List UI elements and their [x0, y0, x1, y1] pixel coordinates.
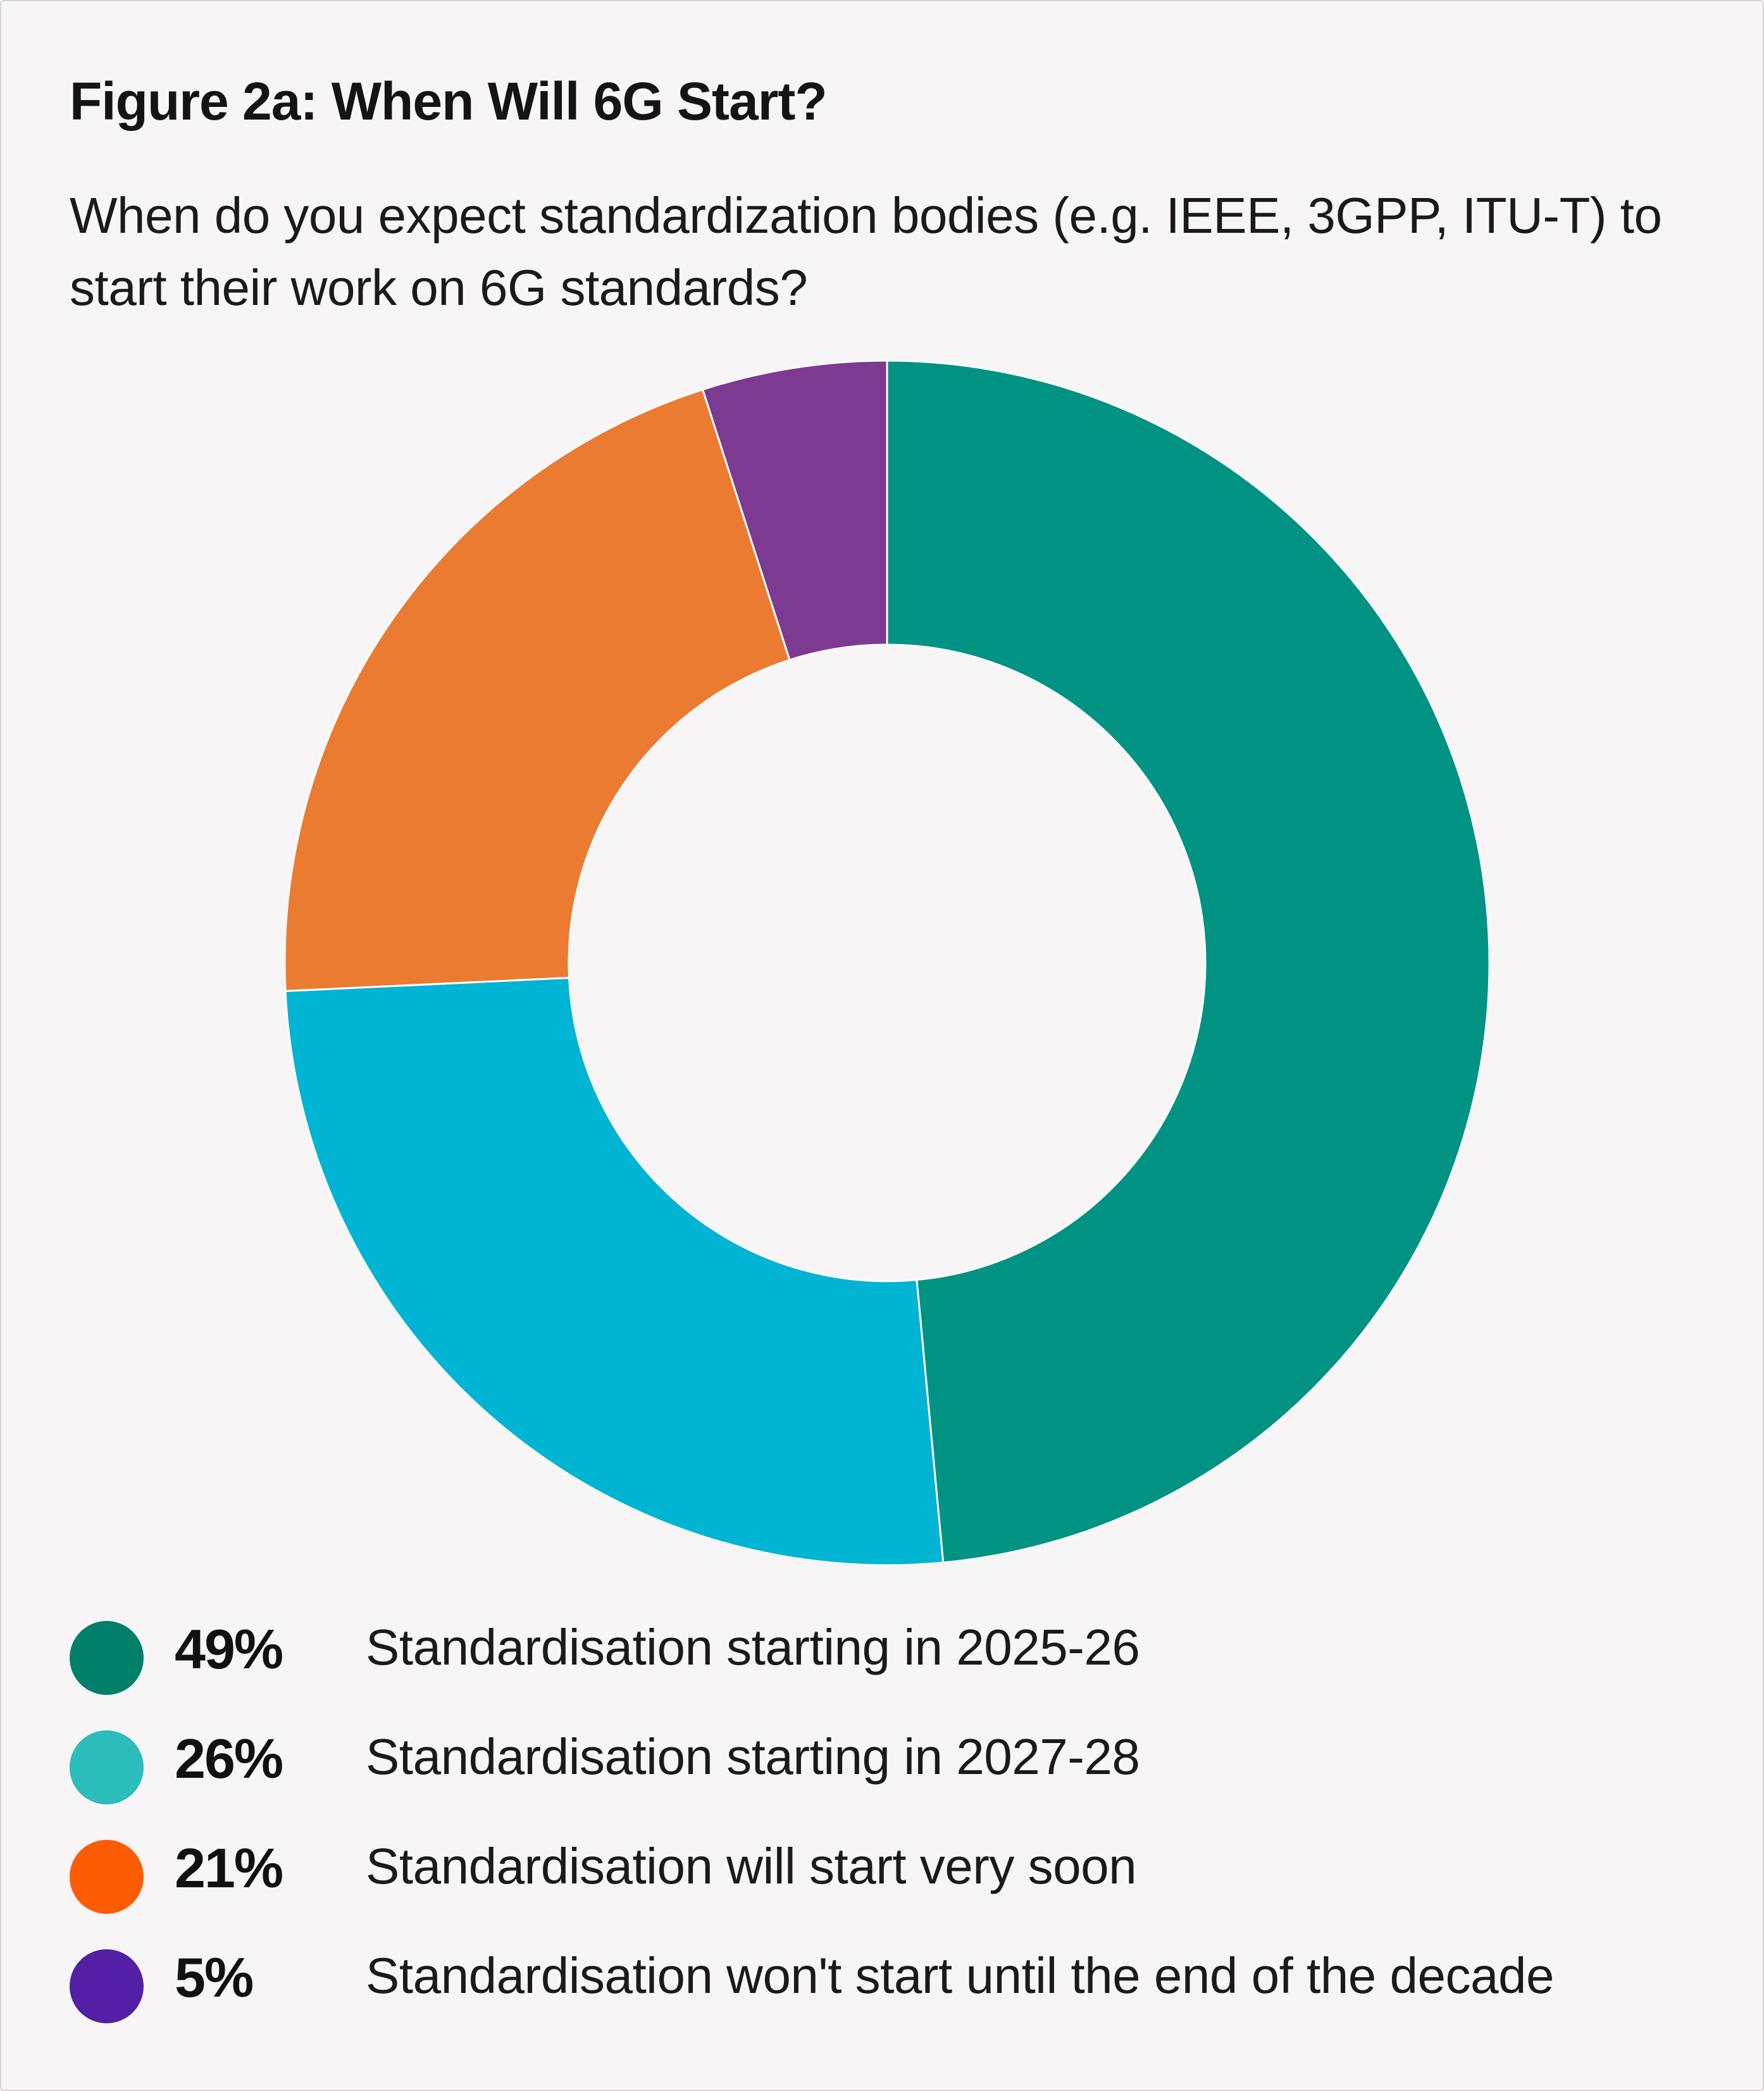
legend-swatch — [70, 1730, 144, 1804]
legend-swatch — [70, 1949, 144, 2023]
chart-title: Figure 2a: When Will 6G Start? — [70, 71, 828, 131]
legend-swatch — [70, 1621, 144, 1695]
legend-label: Standardisation won't start until the en… — [366, 1947, 1554, 2004]
chart-legend: 49% Standardisation starting in 2025-26 26… — [70, 1613, 1715, 2051]
legend-label: Standardisation starting in 2027-28 — [366, 1728, 1140, 1785]
donut-slice-4 — [701, 359, 888, 662]
legend-percentage: 26% — [175, 1727, 283, 1790]
legend-item-2: 26% Standardisation starting in 2027-28 — [70, 1723, 1715, 1832]
legend-item-4: 5% Standardisation won't start until the … — [70, 1942, 1715, 2051]
donut-chart — [283, 359, 1491, 1567]
chart-subtitle: When do you expect standardization bodie… — [70, 187, 1662, 316]
donut-slice-1 — [886, 359, 1491, 1564]
donut-slice-2 — [284, 976, 945, 1567]
legend-percentage: 21% — [175, 1837, 283, 1899]
legend-item-3: 21% Standardisation will start very soon — [70, 1832, 1715, 1942]
legend-label: Standardisation will start very soon — [366, 1838, 1137, 1894]
legend-label: Standardisation starting in 2025-26 — [366, 1619, 1140, 1675]
legend-percentage: 49% — [175, 1618, 283, 1680]
donut-slice-3 — [283, 388, 791, 992]
legend-swatch — [70, 1840, 144, 1914]
legend-item-1: 49% Standardisation starting in 2025-26 — [70, 1613, 1715, 1723]
legend-percentage: 5% — [175, 1946, 254, 2009]
